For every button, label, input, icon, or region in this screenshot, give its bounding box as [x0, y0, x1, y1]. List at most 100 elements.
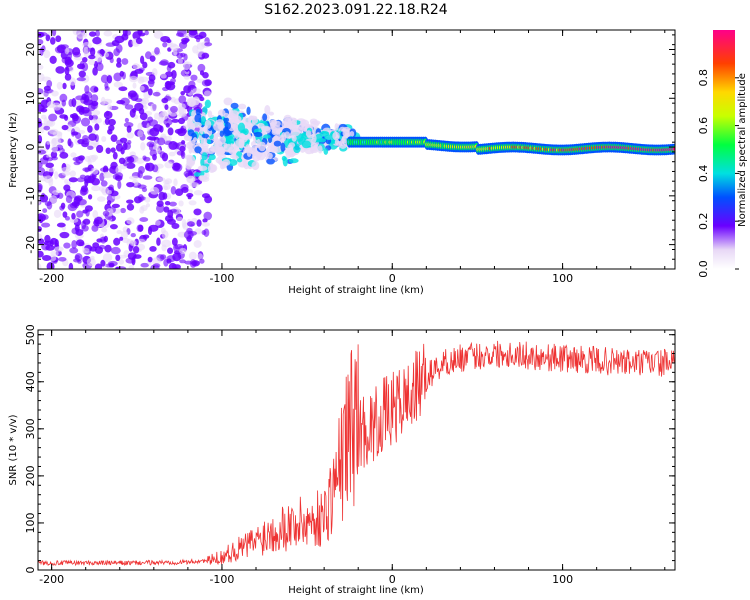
spectrogram-cell	[55, 35, 62, 43]
spectrogram-cell	[80, 185, 88, 193]
spectrogram-cell	[38, 103, 45, 112]
spectrogram-cell	[82, 247, 90, 254]
spectrogram-cell	[39, 194, 49, 203]
spectrogram-cell	[62, 211, 68, 218]
spectrogram-cell	[64, 47, 70, 55]
spectrogram-cell	[160, 35, 171, 43]
spectrogram-cell	[76, 177, 85, 183]
colorbar: 0.0 0.2 0.4 0.6 0.8 Normalized spectral ampl…	[697, 30, 748, 278]
figure-title: S162.2023.091.22.18.R24	[264, 2, 447, 18]
spectrogram-cell	[64, 73, 72, 81]
spectrogram-cell	[203, 211, 213, 221]
spectrogram-cell	[84, 85, 90, 94]
spectrogram-y-tick-label: 0	[24, 144, 37, 151]
spectrogram-cell	[82, 167, 92, 172]
spectrogram-cell	[169, 201, 177, 207]
spectrogram-cell	[207, 158, 212, 164]
spectrogram-cell	[305, 130, 312, 137]
spectrogram-cell	[96, 196, 106, 202]
spectrogram-cell	[79, 60, 85, 70]
spectrogram-cell	[253, 131, 263, 138]
spectrogram-cell	[126, 203, 135, 211]
spectrogram-cell	[200, 170, 205, 177]
snr-x-tick-label: -200	[39, 573, 64, 586]
spectrogram-cell	[154, 220, 161, 226]
spectrogram-cell	[69, 170, 77, 177]
spectrogram-cell	[148, 74, 156, 82]
colorbar-tick-label: 0.8	[697, 69, 710, 87]
spectrogram-cell	[301, 140, 311, 149]
spectrogram-cell	[144, 30, 149, 36]
spectrogram-cell	[147, 88, 153, 96]
spectrogram-cell	[165, 81, 176, 86]
spectrogram-cell	[45, 34, 51, 42]
spectrogram-cell	[143, 156, 151, 162]
spectrogram-cell	[101, 186, 109, 196]
spectrogram-cell	[61, 56, 70, 64]
spectrogram-cell	[312, 120, 321, 126]
spectrogram-cell	[148, 224, 159, 232]
spectrogram-cell	[291, 135, 297, 142]
spectrogram-cell	[203, 228, 210, 238]
spectrogram-cell	[181, 140, 186, 145]
spectrogram-x-tick-label: 100	[552, 272, 573, 285]
spectrogram-cell	[82, 218, 91, 225]
spectrogram-cell	[100, 96, 106, 106]
spectrogram-cell	[153, 112, 161, 120]
spectrogram-cell	[192, 88, 201, 94]
spectrogram-cell	[38, 200, 41, 206]
spectrogram-cell	[82, 109, 93, 117]
spectrogram-cell	[109, 190, 119, 197]
spectrogram-cell	[137, 30, 143, 36]
spectrogram-cell	[178, 200, 184, 207]
spectrogram-cell	[38, 38, 44, 45]
spectrogram-cell	[48, 254, 57, 262]
spectrogram-cell	[46, 80, 53, 88]
spectrogram-cell	[45, 167, 56, 173]
spectrogram-cell	[251, 151, 261, 162]
spectrogram-cell	[179, 145, 186, 152]
colorbar-tick-label: 0.6	[697, 117, 710, 135]
spectrogram-cell	[105, 42, 116, 47]
spectrogram-cell	[94, 123, 100, 131]
spectrogram-cell	[232, 115, 242, 124]
spectrogram-cell	[300, 119, 310, 127]
spectrogram-y-tick-label: -10	[24, 187, 37, 205]
spectrogram-cell	[121, 58, 129, 65]
spectrogram-cell	[91, 109, 101, 116]
spectrogram-cell	[107, 128, 113, 135]
spectrogram-cell	[108, 184, 114, 191]
spectrogram-cell	[187, 230, 197, 236]
spectrogram-cell	[38, 127, 45, 134]
spectrogram-cell	[137, 194, 144, 203]
spectrogram-cell	[149, 55, 156, 62]
spectrogram-cell	[67, 51, 73, 60]
spectrogram-cell	[122, 159, 128, 167]
spectrogram-cell	[54, 239, 59, 247]
spectrogram-cell	[50, 37, 56, 45]
spectrogram-cell	[91, 118, 98, 124]
spectrogram-cell	[204, 90, 212, 97]
spectrogram-cell	[145, 51, 152, 60]
spectrogram-cell	[181, 186, 189, 193]
spectrogram-cell	[83, 99, 94, 106]
spectrogram-x-label: Height of straight line (km)	[288, 285, 424, 296]
colorbar-tick-label: 0.4	[697, 165, 710, 183]
spectrogram-cell	[149, 136, 156, 141]
spectrogram-cell	[101, 227, 108, 233]
spectrogram-cell	[158, 60, 169, 66]
spectrogram-cell	[246, 106, 251, 116]
spectrogram-cell	[83, 46, 89, 55]
spectrogram-cell	[180, 90, 186, 96]
spectrogram-cell	[149, 186, 160, 195]
spectrogram-cell	[61, 170, 71, 176]
snr-x-ticks: -200 -100 0 100	[39, 330, 666, 586]
spectrogram-cell	[169, 44, 180, 51]
spectrogram-cell	[196, 219, 202, 227]
spectrogram-cell	[201, 152, 208, 161]
spectrogram-line-core	[672, 147, 675, 151]
spectrogram-cell	[126, 217, 135, 225]
spectrogram-cell	[92, 36, 102, 45]
spectrogram-cell	[251, 161, 260, 171]
spectrogram-cell	[238, 103, 247, 110]
